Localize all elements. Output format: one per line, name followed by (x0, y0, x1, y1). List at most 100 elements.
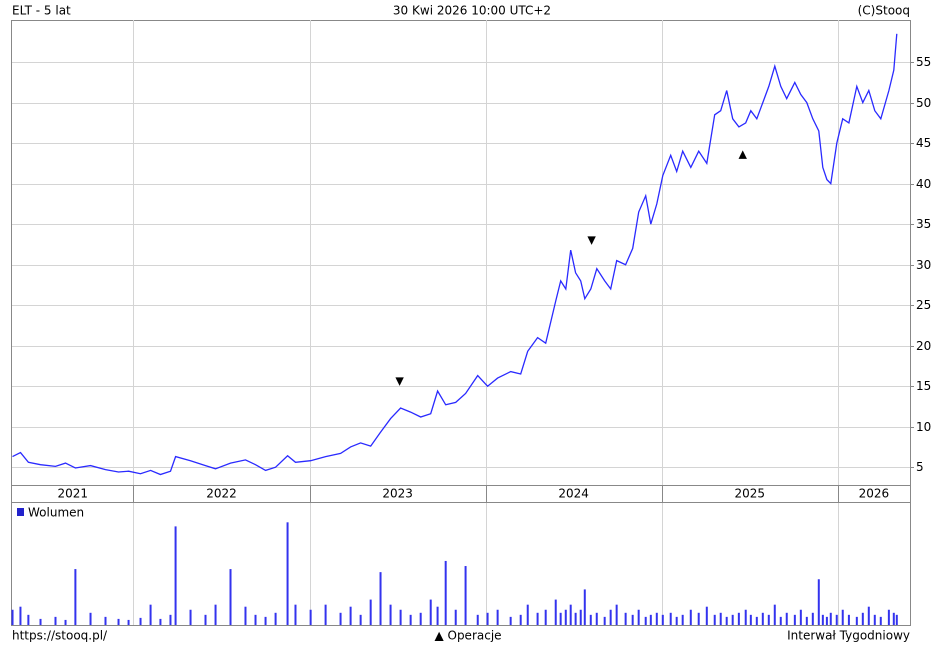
footer-interval: Interwał Tygodniowy (787, 629, 910, 643)
volume-bar (369, 599, 372, 625)
volume-bar (64, 619, 67, 625)
y-tick-label: 5 (916, 460, 924, 474)
volume-bar (895, 614, 898, 625)
volume-bar (399, 609, 402, 625)
volume-bar (841, 609, 844, 625)
x-tick-label: 2021 (57, 487, 88, 501)
volume-bar (731, 614, 734, 625)
source: (C)Stooq (858, 4, 910, 18)
volume-bar (559, 612, 562, 625)
volume-bar (54, 616, 57, 625)
volume-bar (436, 606, 439, 625)
volume-bar (189, 609, 192, 625)
x-tick-label: 2024 (558, 487, 589, 501)
volume-bar (829, 612, 832, 625)
price-line (12, 33, 898, 476)
volume-bar (835, 614, 838, 625)
x-tick-label: 2025 (734, 487, 765, 501)
volume-bar (821, 614, 824, 625)
volume-bar (892, 612, 895, 625)
volume-bar (139, 617, 142, 625)
volume-bar (817, 579, 820, 625)
volume-bar (589, 614, 592, 625)
volume-bar (274, 612, 277, 625)
volume-bar (104, 616, 107, 625)
volume-bar (214, 604, 217, 625)
volume-bar (793, 614, 796, 625)
volume-bar (644, 616, 647, 625)
volume-bar (861, 612, 864, 625)
volume-bar (254, 614, 257, 625)
volume-bar (583, 589, 586, 625)
volume-bar (486, 612, 489, 625)
volume-bar (429, 599, 432, 625)
volume-bar (681, 614, 684, 625)
volume-bar (519, 614, 522, 625)
volume-bar (169, 614, 172, 625)
chart-title: ELT - 5 lat (12, 4, 71, 18)
volume-bar (127, 619, 130, 625)
volume-bar (564, 609, 567, 625)
volume-bar (174, 526, 177, 625)
volume-bar (244, 606, 247, 625)
volume-bar (574, 612, 577, 625)
volume-bar (609, 609, 612, 625)
volume-bar (11, 609, 14, 625)
volume-bar (554, 599, 557, 625)
volume-bar (773, 604, 776, 625)
x-tick-label: 2023 (382, 487, 413, 501)
volume-bar (379, 572, 382, 625)
volume-bar (624, 612, 627, 625)
volume-bar (286, 522, 289, 625)
volume-bar (661, 614, 664, 625)
volume-bar (785, 612, 788, 625)
volume-bar (755, 616, 758, 625)
volume-bar (569, 604, 572, 625)
volume-bar (867, 606, 870, 625)
volume-bar (544, 609, 547, 625)
volume-bar (649, 614, 652, 625)
volume-bar (749, 614, 752, 625)
volume-bar (117, 618, 120, 625)
volume-bar (579, 609, 582, 625)
volume-bar (675, 616, 678, 625)
y-tick-label: 45 (916, 136, 931, 150)
volume-bar (655, 612, 658, 625)
volume-bar (74, 569, 77, 625)
volume-bar (847, 614, 850, 625)
volume-bar (637, 609, 640, 625)
volume-bar (39, 618, 42, 625)
volume-bar (359, 614, 362, 625)
volume-bar (204, 614, 207, 625)
legend-label: Wolumen (28, 506, 84, 520)
y-tick-label: 10 (916, 420, 931, 434)
volume-bar (887, 609, 890, 625)
operation-marker: ▼ (587, 233, 596, 246)
volume-bar (159, 618, 162, 625)
volume-bar (89, 612, 92, 625)
y-tick-label: 25 (916, 298, 931, 312)
y-tick-label: 30 (916, 258, 931, 272)
frame (11, 20, 911, 626)
y-tick-label: 40 (916, 177, 931, 191)
x-tick-label: 2026 (859, 487, 890, 501)
y-tick-label: 20 (916, 339, 931, 353)
volume-bar (476, 614, 479, 625)
volume-bar (855, 616, 858, 625)
volume-bar (603, 616, 606, 625)
volume-bar (309, 609, 312, 625)
x-tick-label: 2022 (206, 487, 237, 501)
footer-url[interactable]: https://stooq.pl/ (12, 629, 108, 643)
volume-bar (19, 606, 22, 625)
volume-bar (689, 609, 692, 625)
volume-bar (409, 614, 412, 625)
volume-bar (229, 569, 232, 625)
volume-bar (779, 616, 782, 625)
volume-bar (761, 612, 764, 625)
volume-bar (419, 612, 422, 625)
volume-bar (799, 609, 802, 625)
volume-bar (496, 609, 499, 625)
volume-bar (737, 612, 740, 625)
volume-bar (27, 614, 30, 625)
